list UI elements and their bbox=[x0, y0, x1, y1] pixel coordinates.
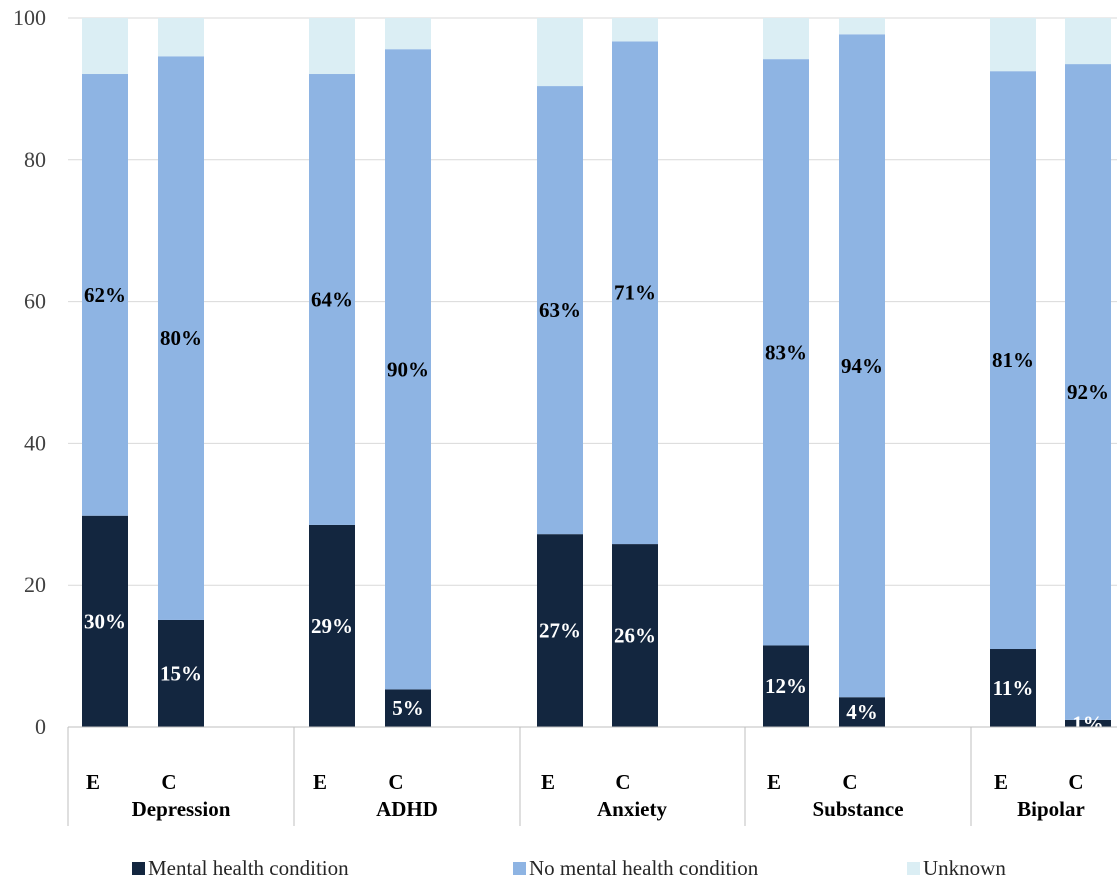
x-group-label: Depression bbox=[132, 797, 231, 821]
bar-segment-2 bbox=[158, 56, 204, 620]
bar-segment-3 bbox=[82, 18, 128, 75]
y-tick-label: 0 bbox=[35, 714, 46, 739]
y-tick-label: 80 bbox=[24, 147, 46, 172]
legend: Mental health condition No mental health … bbox=[132, 856, 1006, 880]
bar-segment-1 bbox=[990, 649, 1036, 727]
data-label: 62% bbox=[84, 283, 126, 307]
legend-swatch bbox=[513, 862, 526, 875]
bar-segment-2 bbox=[385, 49, 431, 690]
bar-segment-3 bbox=[612, 18, 658, 42]
bar-segment-2 bbox=[839, 34, 885, 698]
x-sub-label: C bbox=[388, 770, 403, 794]
legend-label: Unknown bbox=[923, 856, 1006, 880]
y-axis: 0 20 40 60 80 100 bbox=[13, 5, 46, 739]
bar-segment-2 bbox=[82, 74, 128, 516]
bar-segment-1 bbox=[158, 619, 204, 727]
bar-segment-3 bbox=[839, 18, 885, 35]
bar-segment-3 bbox=[309, 18, 355, 75]
y-tick-label: 60 bbox=[24, 289, 46, 314]
data-label: 63% bbox=[539, 298, 581, 322]
x-group-label: ADHD bbox=[376, 797, 438, 821]
legend-swatch bbox=[907, 862, 920, 875]
data-label: 12% bbox=[765, 674, 807, 698]
bar-segment-2 bbox=[763, 59, 809, 646]
data-label: 27% bbox=[539, 619, 581, 643]
legend-label: Mental health condition bbox=[148, 856, 349, 880]
x-sub-label: E bbox=[994, 770, 1008, 794]
y-tick-label: 40 bbox=[24, 430, 46, 455]
x-group-label: Anxiety bbox=[597, 797, 667, 821]
bars bbox=[82, 18, 1111, 727]
bar-segment-2 bbox=[990, 71, 1036, 650]
x-sub-label: C bbox=[1068, 770, 1083, 794]
data-label: 71% bbox=[614, 281, 656, 305]
data-label: 15% bbox=[160, 661, 202, 685]
bar-segment-1 bbox=[385, 689, 431, 727]
legend-swatch bbox=[132, 862, 145, 875]
data-label: 11% bbox=[993, 676, 1034, 700]
data-label: 26% bbox=[614, 624, 656, 648]
data-label: 90% bbox=[387, 357, 429, 381]
bar-segment-1 bbox=[309, 524, 355, 727]
x-group-label: Bipolar bbox=[1017, 797, 1085, 821]
bar-segment-3 bbox=[1065, 18, 1111, 65]
bar-segment-3 bbox=[990, 18, 1036, 72]
data-labels: 30% 62% 15% 80% 29% 64% 5% 90% 27% 63% 26% 71% 12% 83… bbox=[84, 281, 1109, 736]
bar-segment-2 bbox=[612, 41, 658, 545]
bar-segment-1 bbox=[839, 697, 885, 727]
x-sub-label: E bbox=[313, 770, 327, 794]
data-label: 92% bbox=[1067, 380, 1109, 404]
bar-segment-2 bbox=[537, 86, 583, 535]
bar-segment-3 bbox=[537, 18, 583, 87]
x-sub-label: C bbox=[615, 770, 630, 794]
data-label: 1% bbox=[1072, 711, 1104, 735]
data-label: 5% bbox=[392, 696, 424, 720]
bar-segment-3 bbox=[763, 18, 809, 60]
bar-segment-3 bbox=[158, 18, 204, 57]
x-sub-label: C bbox=[842, 770, 857, 794]
legend-label: No mental health condition bbox=[529, 856, 759, 880]
x-sub-label: C bbox=[161, 770, 176, 794]
bar-segment-1 bbox=[763, 645, 809, 727]
x-sub-label: E bbox=[767, 770, 781, 794]
data-label: 94% bbox=[841, 354, 883, 378]
x-axis: E C E C E C E C E C Depression ADHD Anxiety Substance… bbox=[67, 726, 1117, 826]
bar-segment-1 bbox=[82, 515, 128, 727]
data-label: 64% bbox=[311, 287, 353, 311]
x-sub-label: E bbox=[541, 770, 555, 794]
data-label: 29% bbox=[311, 614, 353, 638]
data-label: 83% bbox=[765, 340, 807, 364]
gridlines bbox=[68, 17, 1117, 586]
y-tick-label: 100 bbox=[13, 5, 46, 30]
y-tick-label: 20 bbox=[24, 572, 46, 597]
data-label: 30% bbox=[84, 609, 126, 633]
data-label: 4% bbox=[846, 700, 878, 724]
bar-segment-1 bbox=[612, 544, 658, 727]
bar-segment-3 bbox=[385, 18, 431, 50]
x-sub-label: E bbox=[86, 770, 100, 794]
x-group-label: Substance bbox=[812, 797, 903, 821]
bar-segment-1 bbox=[1065, 719, 1111, 727]
bar-segment-2 bbox=[1065, 64, 1111, 720]
bar-segment-1 bbox=[537, 534, 583, 727]
data-label: 80% bbox=[160, 326, 202, 350]
bar-segment-2 bbox=[309, 74, 355, 525]
data-label: 81% bbox=[992, 348, 1034, 372]
